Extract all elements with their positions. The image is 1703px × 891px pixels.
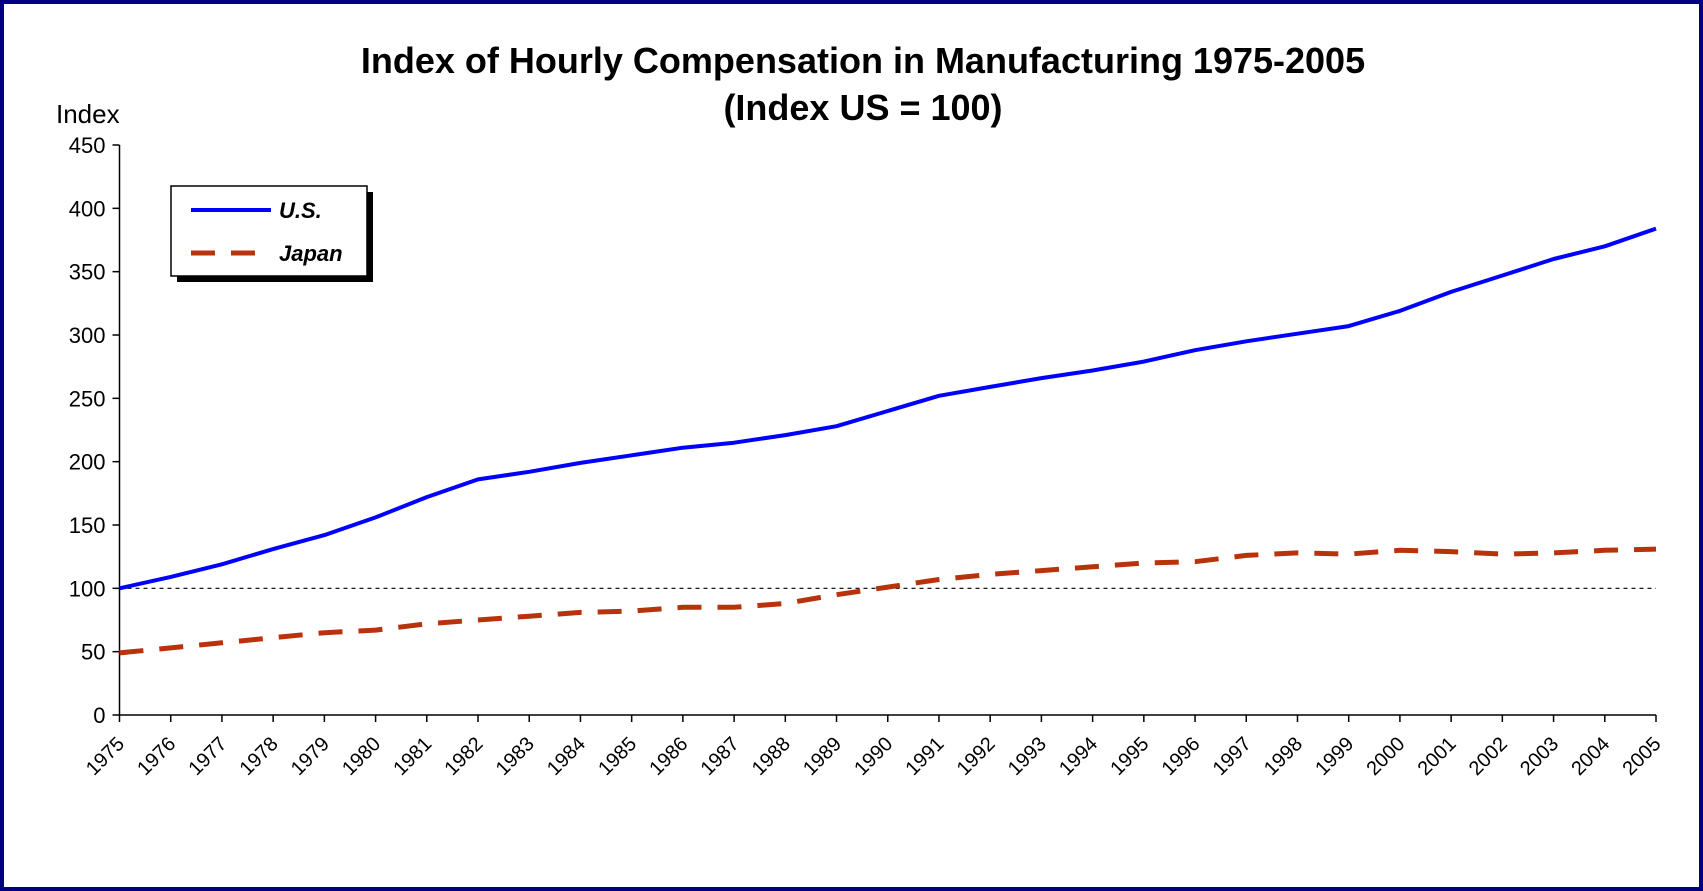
series-line bbox=[119, 226, 1657, 591]
y-tick-label: 300 bbox=[69, 323, 106, 348]
legend-label: U.S. bbox=[279, 198, 322, 223]
y-tick-label: 200 bbox=[69, 450, 106, 475]
legend-label: Japan bbox=[279, 241, 343, 266]
legend-box bbox=[170, 185, 368, 277]
y-tick-label: 350 bbox=[69, 260, 106, 285]
chart-title: Index of Hourly Compensation in Manufact… bbox=[361, 40, 1365, 81]
chart-subtitle: (Index US = 100) bbox=[723, 87, 1002, 128]
y-tick-label: 450 bbox=[69, 133, 106, 158]
series-line bbox=[119, 546, 1657, 656]
y-tick-label: 400 bbox=[69, 196, 106, 221]
y-tick-label: 150 bbox=[69, 513, 106, 538]
y-tick-label: 250 bbox=[69, 386, 106, 411]
y-tick-label: 100 bbox=[69, 576, 106, 601]
y-tick-label: 0 bbox=[93, 703, 105, 728]
y-axis-label: Index bbox=[56, 99, 120, 129]
y-tick-label: 50 bbox=[81, 640, 105, 665]
